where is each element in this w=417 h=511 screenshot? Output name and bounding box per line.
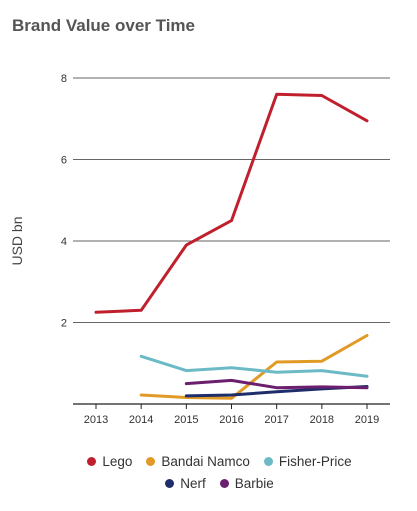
x-tick-label: 2017 [264, 414, 288, 426]
y-axis-ticks: 2 4 6 8 [61, 73, 67, 330]
y-tick-label: 6 [61, 155, 67, 167]
y-tick-label: 2 [61, 318, 67, 330]
y-axis-label: USD bn [9, 216, 25, 265]
x-tick-label: 2013 [84, 414, 108, 426]
x-tick-label: 2016 [219, 414, 243, 426]
legend-item: Lego [87, 454, 132, 469]
legend-row: Lego Bandai Namco Fisher-Price [0, 454, 417, 469]
x-tick-label: 2019 [355, 414, 379, 426]
legend-label: Barbie [234, 476, 274, 491]
legend-label: Lego [102, 454, 133, 469]
legend-marker [165, 479, 175, 488]
legend-item: Bandai Namco [146, 454, 250, 469]
legend-label: Fisher-Price [278, 454, 352, 469]
legend-item: Fisher-Price [263, 454, 352, 469]
legend-marker [219, 479, 229, 488]
series-line-fisher-price [139, 354, 369, 378]
series-line-barbie [184, 378, 369, 390]
legend-marker [87, 457, 97, 466]
y-tick-label: 8 [61, 73, 67, 85]
chart-title: Brand Value over Time [12, 16, 195, 35]
series-lines [94, 92, 369, 400]
legend-label: Nerf [180, 476, 206, 491]
gridlines [73, 77, 390, 405]
x-axis-ticks: 2013 2014 2015 2016 2017 2018 2019 [84, 404, 379, 426]
legend-marker [263, 457, 273, 466]
legend-item: Barbie [219, 476, 274, 491]
x-tick-label: 2015 [174, 414, 198, 426]
legend: Lego Bandai Namco Fisher-Price Nerf Barbie [0, 454, 417, 498]
line-chart: 2 4 6 8 2013 2014 2015 2016 2017 2018 2019 USD bn [9, 73, 390, 426]
x-tick-label: 2014 [129, 414, 153, 426]
legend-row: Nerf Barbie [0, 476, 417, 491]
y-tick-label: 4 [61, 236, 67, 248]
legend-marker [146, 457, 156, 466]
series-line-lego [94, 92, 369, 314]
legend-item: Nerf [165, 476, 206, 491]
legend-label: Bandai Namco [161, 454, 250, 469]
x-tick-label: 2018 [310, 414, 334, 426]
series-line-bandai-namco [139, 334, 369, 400]
